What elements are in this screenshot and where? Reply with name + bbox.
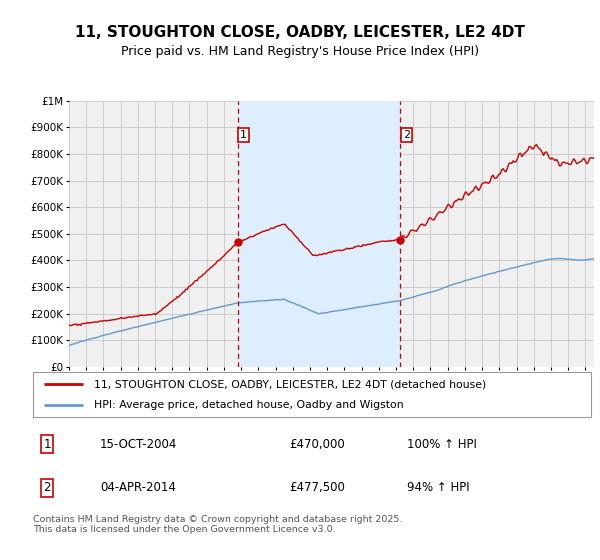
Text: £477,500: £477,500 — [290, 481, 346, 494]
Text: 04-APR-2014: 04-APR-2014 — [100, 481, 176, 494]
Text: 2: 2 — [43, 481, 50, 494]
Text: 100% ↑ HPI: 100% ↑ HPI — [407, 438, 477, 451]
Text: £470,000: £470,000 — [290, 438, 346, 451]
Text: 11, STOUGHTON CLOSE, OADBY, LEICESTER, LE2 4DT: 11, STOUGHTON CLOSE, OADBY, LEICESTER, L… — [75, 25, 525, 40]
Text: 94% ↑ HPI: 94% ↑ HPI — [407, 481, 469, 494]
FancyBboxPatch shape — [33, 372, 591, 417]
Text: 2: 2 — [403, 130, 410, 141]
Text: 11, STOUGHTON CLOSE, OADBY, LEICESTER, LE2 4DT (detached house): 11, STOUGHTON CLOSE, OADBY, LEICESTER, L… — [94, 380, 487, 390]
Text: HPI: Average price, detached house, Oadby and Wigston: HPI: Average price, detached house, Oadb… — [94, 400, 404, 410]
Text: Price paid vs. HM Land Registry's House Price Index (HPI): Price paid vs. HM Land Registry's House … — [121, 45, 479, 58]
Text: Contains HM Land Registry data © Crown copyright and database right 2025.
This d: Contains HM Land Registry data © Crown c… — [33, 515, 403, 534]
Bar — [238, 101, 400, 367]
Text: 1: 1 — [240, 130, 247, 141]
Text: 1: 1 — [43, 438, 50, 451]
Text: 15-OCT-2004: 15-OCT-2004 — [100, 438, 178, 451]
